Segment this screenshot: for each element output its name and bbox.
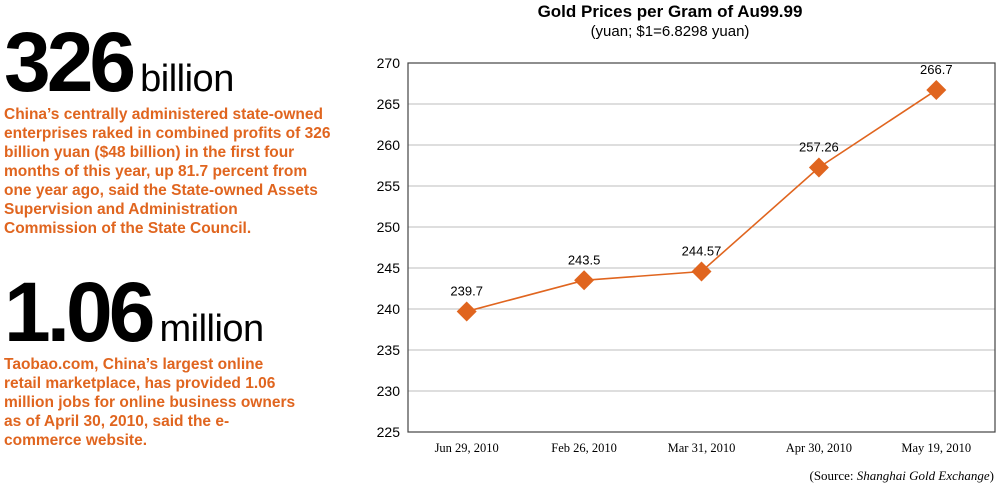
source-prefix: (Source: (809, 468, 857, 483)
source-note: (Source: Shanghai Gold Exchange) (809, 468, 994, 484)
data-point-marker (691, 261, 712, 282)
data-point-marker (456, 301, 477, 322)
plot-frame (407, 62, 996, 433)
chart-subtitle: (yuan; $1=6.8298 yuan) (590, 23, 750, 40)
y-tick-label: 235 (377, 342, 401, 358)
data-label: 239.7 (450, 283, 483, 298)
y-tick-label: 260 (377, 137, 401, 153)
x-tick-label: Feb 26, 2010 (551, 441, 617, 455)
y-tick-label: 255 (377, 178, 401, 194)
source-name: Shanghai Gold Exchange (856, 468, 990, 483)
stat-description: Taobao.com, China’s largest online retai… (4, 356, 296, 449)
stat-description: China’s centrally administered state-own… (4, 106, 331, 237)
chart-title: Gold Prices per Gram of Au99.99 (537, 2, 803, 21)
stat-block-profits: 326 billion China’s centrally administer… (4, 15, 344, 238)
stat-unit: billion (140, 58, 234, 100)
data-point-marker (808, 157, 829, 178)
stat-unit: million (159, 308, 265, 350)
data-point-marker (574, 270, 595, 291)
x-tick-label: Apr 30, 2010 (786, 441, 852, 455)
source-suffix: ) (989, 468, 994, 483)
data-label: 244.57 (682, 244, 722, 259)
y-tick-label: 225 (377, 424, 401, 440)
stat-headline: 1.06 million (4, 265, 344, 359)
y-tick-label: 265 (377, 96, 401, 112)
y-tick-label: 270 (377, 55, 401, 71)
stat-block-jobs: 1.06 million Taobao.com, China’s largest… (4, 265, 344, 450)
x-tick-label: May 19, 2010 (901, 441, 971, 455)
x-tick-label: Mar 31, 2010 (668, 441, 736, 455)
y-tick-label: 240 (377, 301, 401, 317)
data-point-marker (926, 80, 947, 101)
stat-number: 1.06 (4, 265, 155, 359)
data-label: 257.26 (799, 139, 839, 154)
y-tick-label: 245 (377, 260, 401, 276)
y-tick-label: 230 (377, 383, 401, 399)
data-label: 243.5 (568, 252, 601, 267)
gold-price-line-chart: 225 230 235 240 245 250 255 260 265 270 Jun 29, 20… (377, 55, 996, 455)
y-tick-label: 250 (377, 219, 401, 235)
stat-headline: 326 billion (4, 15, 344, 109)
data-label: 266.7 (920, 62, 953, 77)
x-tick-label: Jun 29, 2010 (435, 441, 499, 455)
stat-number: 326 (4, 15, 136, 109)
